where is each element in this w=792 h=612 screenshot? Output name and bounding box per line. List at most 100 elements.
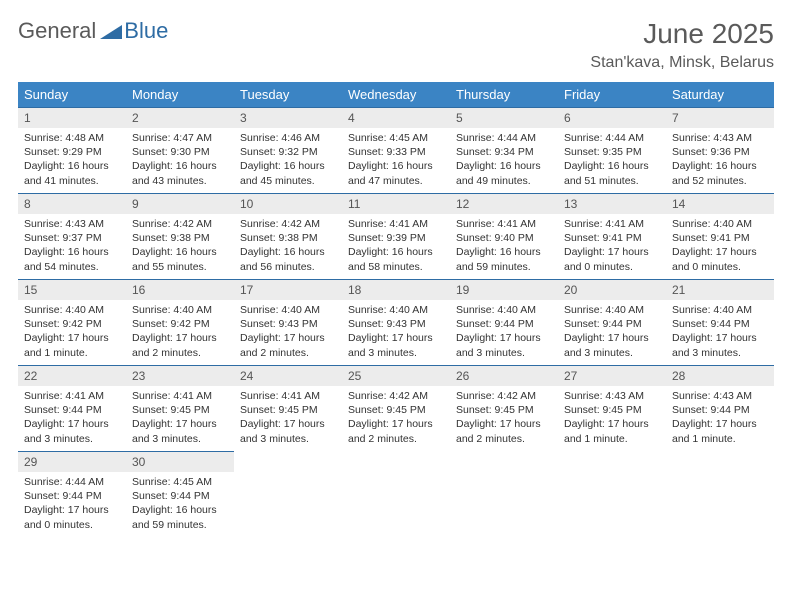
day-details: Sunrise: 4:40 AMSunset: 9:43 PMDaylight:… (234, 300, 342, 364)
day-details: Sunrise: 4:40 AMSunset: 9:43 PMDaylight:… (342, 300, 450, 364)
day-details: Sunrise: 4:44 AMSunset: 9:35 PMDaylight:… (558, 128, 666, 192)
day-details: Sunrise: 4:41 AMSunset: 9:44 PMDaylight:… (18, 386, 126, 450)
daylight-line1: Daylight: 17 hours (24, 417, 120, 431)
sunset-text: Sunset: 9:44 PM (564, 317, 660, 331)
day-details: Sunrise: 4:41 AMSunset: 9:45 PMDaylight:… (234, 386, 342, 450)
sunset-text: Sunset: 9:37 PM (24, 231, 120, 245)
daylight-line2: and 3 minutes. (456, 346, 552, 360)
daylight-line2: and 0 minutes. (672, 260, 768, 274)
daylight-line1: Daylight: 16 hours (348, 159, 444, 173)
weekday-header: Saturday (666, 82, 774, 107)
daylight-line2: and 55 minutes. (132, 260, 228, 274)
day-details: Sunrise: 4:43 AMSunset: 9:45 PMDaylight:… (558, 386, 666, 450)
calendar-day-cell (234, 451, 342, 537)
location-text: Stan'kava, Minsk, Belarus (590, 54, 774, 72)
daylight-line2: and 3 minutes. (24, 432, 120, 446)
daylight-line1: Daylight: 17 hours (240, 331, 336, 345)
weekday-header: Wednesday (342, 82, 450, 107)
calendar-day-cell: 11Sunrise: 4:41 AMSunset: 9:39 PMDayligh… (342, 193, 450, 279)
daylight-line2: and 43 minutes. (132, 174, 228, 188)
sunset-text: Sunset: 9:34 PM (456, 145, 552, 159)
daylight-line1: Daylight: 17 hours (564, 417, 660, 431)
day-number: 26 (450, 365, 558, 386)
weekday-header: Sunday (18, 82, 126, 107)
day-details: Sunrise: 4:41 AMSunset: 9:45 PMDaylight:… (126, 386, 234, 450)
day-details: Sunrise: 4:41 AMSunset: 9:41 PMDaylight:… (558, 214, 666, 278)
daylight-line1: Daylight: 16 hours (132, 245, 228, 259)
sunset-text: Sunset: 9:30 PM (132, 145, 228, 159)
sunrise-text: Sunrise: 4:40 AM (240, 303, 336, 317)
daylight-line1: Daylight: 16 hours (24, 159, 120, 173)
daylight-line2: and 59 minutes. (456, 260, 552, 274)
sunrise-text: Sunrise: 4:42 AM (132, 217, 228, 231)
sunrise-text: Sunrise: 4:43 AM (672, 389, 768, 403)
daylight-line1: Daylight: 17 hours (672, 331, 768, 345)
calendar-day-cell: 8Sunrise: 4:43 AMSunset: 9:37 PMDaylight… (18, 193, 126, 279)
daylight-line2: and 2 minutes. (456, 432, 552, 446)
day-details: Sunrise: 4:44 AMSunset: 9:34 PMDaylight:… (450, 128, 558, 192)
day-number: 16 (126, 279, 234, 300)
sunset-text: Sunset: 9:41 PM (672, 231, 768, 245)
calendar-day-cell: 28Sunrise: 4:43 AMSunset: 9:44 PMDayligh… (666, 365, 774, 451)
day-number: 18 (342, 279, 450, 300)
calendar-day-cell: 7Sunrise: 4:43 AMSunset: 9:36 PMDaylight… (666, 107, 774, 193)
daylight-line2: and 3 minutes. (672, 346, 768, 360)
calendar-day-cell: 14Sunrise: 4:40 AMSunset: 9:41 PMDayligh… (666, 193, 774, 279)
sunrise-text: Sunrise: 4:40 AM (132, 303, 228, 317)
day-number: 9 (126, 193, 234, 214)
daylight-line1: Daylight: 16 hours (348, 245, 444, 259)
sunrise-text: Sunrise: 4:43 AM (672, 131, 768, 145)
day-details: Sunrise: 4:40 AMSunset: 9:44 PMDaylight:… (450, 300, 558, 364)
sunrise-text: Sunrise: 4:46 AM (240, 131, 336, 145)
day-number: 17 (234, 279, 342, 300)
daylight-line2: and 2 minutes. (240, 346, 336, 360)
day-number: 10 (234, 193, 342, 214)
daylight-line1: Daylight: 17 hours (456, 417, 552, 431)
sunrise-text: Sunrise: 4:41 AM (348, 217, 444, 231)
sunrise-text: Sunrise: 4:41 AM (24, 389, 120, 403)
daylight-line1: Daylight: 17 hours (672, 417, 768, 431)
day-details: Sunrise: 4:46 AMSunset: 9:32 PMDaylight:… (234, 128, 342, 192)
daylight-line2: and 3 minutes. (564, 346, 660, 360)
daylight-line1: Daylight: 17 hours (24, 503, 120, 517)
daylight-line2: and 49 minutes. (456, 174, 552, 188)
weekday-header: Friday (558, 82, 666, 107)
sunrise-text: Sunrise: 4:44 AM (24, 475, 120, 489)
calendar-day-cell: 16Sunrise: 4:40 AMSunset: 9:42 PMDayligh… (126, 279, 234, 365)
daylight-line2: and 0 minutes. (24, 518, 120, 532)
daylight-line1: Daylight: 17 hours (132, 417, 228, 431)
sunrise-text: Sunrise: 4:43 AM (564, 389, 660, 403)
day-number: 2 (126, 107, 234, 128)
daylight-line1: Daylight: 17 hours (240, 417, 336, 431)
title-block: June 2025 Stan'kava, Minsk, Belarus (590, 18, 774, 72)
day-number: 4 (342, 107, 450, 128)
day-details: Sunrise: 4:48 AMSunset: 9:29 PMDaylight:… (18, 128, 126, 192)
sunrise-text: Sunrise: 4:45 AM (132, 475, 228, 489)
day-number: 8 (18, 193, 126, 214)
daylight-line2: and 56 minutes. (240, 260, 336, 274)
daylight-line1: Daylight: 16 hours (132, 503, 228, 517)
sunrise-text: Sunrise: 4:40 AM (456, 303, 552, 317)
day-number: 7 (666, 107, 774, 128)
day-details: Sunrise: 4:42 AMSunset: 9:45 PMDaylight:… (342, 386, 450, 450)
daylight-line2: and 1 minute. (24, 346, 120, 360)
calendar-table: Sunday Monday Tuesday Wednesday Thursday… (18, 82, 774, 537)
daylight-line2: and 3 minutes. (240, 432, 336, 446)
daylight-line2: and 2 minutes. (132, 346, 228, 360)
daylight-line2: and 2 minutes. (348, 432, 444, 446)
calendar-day-cell: 18Sunrise: 4:40 AMSunset: 9:43 PMDayligh… (342, 279, 450, 365)
day-details: Sunrise: 4:43 AMSunset: 9:37 PMDaylight:… (18, 214, 126, 278)
daylight-line2: and 45 minutes. (240, 174, 336, 188)
day-number: 20 (558, 279, 666, 300)
sunrise-text: Sunrise: 4:44 AM (456, 131, 552, 145)
calendar-day-cell: 21Sunrise: 4:40 AMSunset: 9:44 PMDayligh… (666, 279, 774, 365)
sunset-text: Sunset: 9:39 PM (348, 231, 444, 245)
sunrise-text: Sunrise: 4:41 AM (564, 217, 660, 231)
day-details: Sunrise: 4:40 AMSunset: 9:42 PMDaylight:… (126, 300, 234, 364)
calendar-day-cell: 12Sunrise: 4:41 AMSunset: 9:40 PMDayligh… (450, 193, 558, 279)
calendar-week-row: 1Sunrise: 4:48 AMSunset: 9:29 PMDaylight… (18, 107, 774, 193)
daylight-line2: and 1 minute. (564, 432, 660, 446)
daylight-line2: and 51 minutes. (564, 174, 660, 188)
calendar-day-cell: 1Sunrise: 4:48 AMSunset: 9:29 PMDaylight… (18, 107, 126, 193)
day-number: 23 (126, 365, 234, 386)
